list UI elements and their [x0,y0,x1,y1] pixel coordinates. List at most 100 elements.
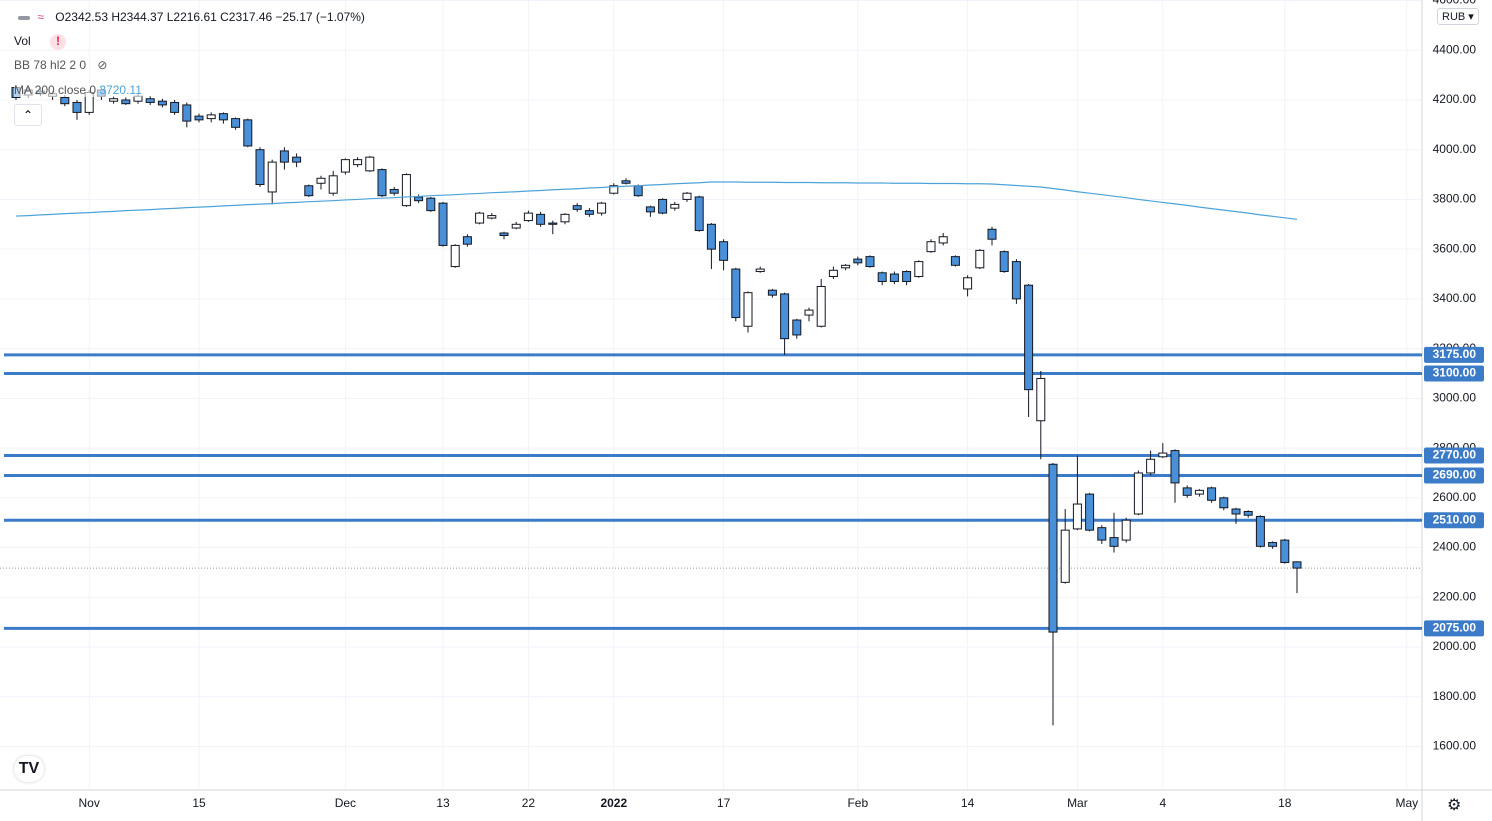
logo[interactable]: TV [14,756,44,782]
candle-body [438,202,448,246]
change-value: −25.17 (−1.07%) [275,10,365,24]
level-label: 2075.00 [1433,621,1477,635]
warning-icon: ! [50,34,67,50]
candle-body [865,256,875,268]
candle-body [182,104,192,122]
candle-body [999,251,1009,273]
low-value: L2216.61 [166,10,217,24]
legend-header: ≈ O2342.53 H2344.37 L2216.61 C2317.46 −2… [18,10,365,24]
indicator-label: BB 78 hl2 2 0 [14,58,87,72]
candle-body [877,272,887,282]
open-value: O2342.53 [55,10,108,24]
candle-body [548,222,558,225]
candle-body [804,309,814,316]
x-tick-label: 14 [961,796,975,810]
candle-body [1024,284,1034,391]
candle-body [499,232,509,236]
candle-body [1036,377,1046,422]
hidden-icon: ⊘ [97,58,108,72]
candle-body [1219,497,1229,509]
candle-body [194,115,204,121]
currency-button[interactable]: RUB ▾ [1437,8,1479,25]
close-value: C2317.46 [220,10,273,24]
candle-body [1255,515,1265,547]
x-tick-label: May [1395,796,1418,810]
candle-body [145,98,155,103]
candle-body [157,100,167,106]
candle-body [841,264,851,269]
candle-body [584,210,594,215]
candle-body [267,161,277,193]
candle-body [767,289,777,296]
level-label-bg [1424,467,1484,484]
candle-body [377,169,387,197]
level-label: 3100.00 [1433,366,1477,380]
candle-body [328,175,338,194]
x-tick-label: 2022 [600,796,627,810]
candle-body [1121,519,1131,541]
candle-body [1060,529,1070,583]
candle-body [255,149,265,186]
level-label: 2690.00 [1433,468,1477,482]
candle-body [353,159,363,166]
y-tick-label: 4200.00 [1433,92,1477,106]
candle-body [755,268,765,273]
candle-body [511,223,521,229]
candle-body [950,256,960,266]
candle-body [780,293,790,340]
candle-body [170,101,180,113]
candle-body [414,196,424,202]
icon [18,15,30,20]
candle-body [1158,452,1168,458]
candle-body [1085,493,1095,531]
level-label-bg [1424,512,1484,529]
candle-body [963,277,973,290]
candle-body [853,258,863,264]
y-tick-label: 2200.00 [1433,589,1477,603]
level-label: 2770.00 [1433,448,1477,462]
x-tick-label: 18 [1278,796,1292,810]
collapse-button[interactable]: ⌃ [14,104,42,126]
candle-body [1097,527,1107,541]
candle-body [1268,542,1278,547]
candle-body [109,98,119,102]
candle-body [316,177,326,184]
level-label-bg [1424,365,1484,382]
indicator-bb[interactable]: BB 78 hl2 2 0 ⊘ [14,58,107,72]
candle-body [1207,487,1217,501]
x-tick-label: Mar [1067,796,1088,810]
y-tick-label: 3600.00 [1433,241,1477,255]
candle-body [523,212,533,222]
candle-body [462,236,472,245]
level-label: 3175.00 [1433,347,1477,361]
candle-body [658,198,668,214]
level-label-bg [1424,346,1484,363]
indicator-label: Vol [14,34,31,48]
candle-body [1170,450,1180,484]
x-tick-label: Dec [335,796,356,810]
candle-body [609,185,619,194]
y-tick-label: 2400.00 [1433,540,1477,554]
candle-body [1072,503,1082,530]
settings-button[interactable]: ⚙ [1447,797,1462,814]
indicator-ma[interactable]: MA 200 close 0 3720.11 [14,83,142,97]
candle-body [475,212,485,224]
indicator-vol[interactable]: Vol ! [14,34,67,50]
level-label-bg [1424,620,1484,637]
candle-body [121,99,131,105]
candle-body [1011,261,1021,300]
indicator-label: MA 200 close 0 [14,83,97,97]
candle-body [743,292,753,327]
y-tick-label: 3000.00 [1433,391,1477,405]
y-tick-label: 2000.00 [1433,639,1477,653]
candle-body [719,241,729,261]
candle-body [1146,458,1156,474]
candle-body [694,196,704,232]
candle-body [218,113,228,121]
candle-body [645,206,655,213]
x-tick-label: Nov [79,796,100,810]
candle-body [243,119,253,147]
candle-body [1182,487,1192,496]
